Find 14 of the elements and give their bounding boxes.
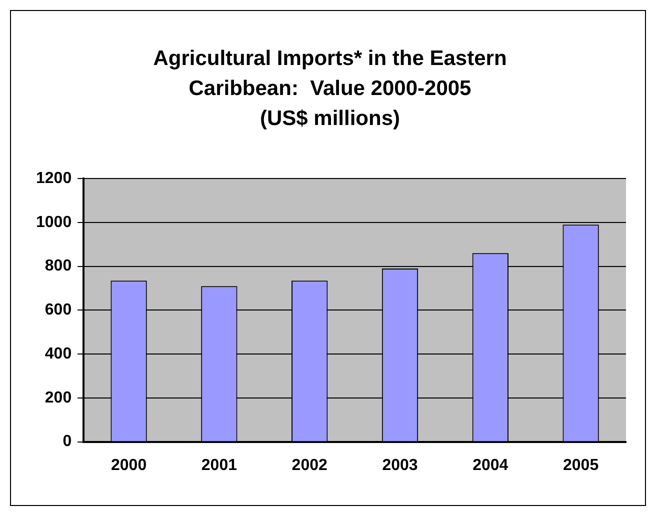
y-tick-label: 400 [44,345,72,362]
x-tick-label: 2000 [110,456,147,474]
x-tick-label: 2001 [201,456,238,474]
y-tick-label: 800 [44,258,72,275]
y-tick-label: 200 [44,389,72,406]
x-tick-label: 2003 [382,456,418,474]
chart-title: Agricultural Imports* in the Eastern Caribbean: Value 2000-2005 (US$ millions) [152,46,508,132]
x-tick-label: 2005 [563,456,599,474]
y-tick-label: 1000 [36,214,72,231]
y-tick-label: 1200 [36,170,72,188]
x-tick-label: 2004 [472,456,508,474]
y-tick-label: 0 [62,433,72,450]
y-tick-label: 600 [44,302,72,319]
x-tick-label: 2002 [292,456,328,474]
